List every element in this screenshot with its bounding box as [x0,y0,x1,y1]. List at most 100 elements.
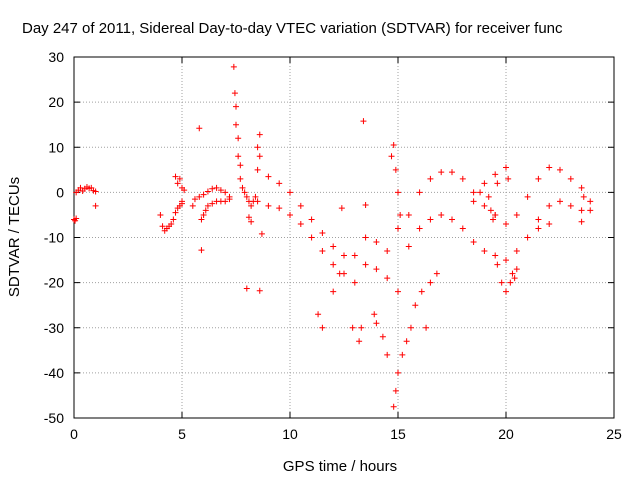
data-point [200,191,207,198]
data-point [485,193,492,200]
data-point [390,141,397,148]
data-point [256,153,263,160]
data-point [233,121,239,128]
data-point [470,239,477,246]
data-point [433,270,440,277]
data-point [384,248,391,255]
data-point [315,311,322,318]
data-point [172,209,179,216]
data-point [237,162,244,169]
data-point [338,205,345,212]
data-point [407,324,414,331]
data-point [513,266,520,273]
data-point [349,324,356,331]
data-point [513,211,520,218]
y-tick-label: -20 [44,275,64,291]
y-tick-label: 10 [48,139,64,155]
series-7 [470,164,587,295]
data-point [580,193,587,200]
data-point [578,207,585,214]
data-point [503,257,509,264]
data-point [200,211,207,218]
data-point [490,216,497,223]
y-tick-label: 20 [48,94,64,110]
data-point [265,202,272,209]
data-point [535,225,542,232]
data-point [492,171,499,178]
data-point [170,216,177,223]
data-point [412,302,419,309]
data-point [481,248,488,255]
data-point [503,288,509,295]
data-point [341,252,347,259]
data-point [191,196,198,203]
data-point [578,218,585,225]
data-point [241,189,248,196]
data-point [416,189,423,196]
y-axis-label: SDTVAR / TECUs [6,177,23,297]
data-point [204,202,211,209]
data-point [373,266,380,273]
data-point [470,198,477,205]
x-tick-label: 25 [606,426,622,442]
data-point [371,311,378,318]
data-point [392,166,399,173]
data-point [362,202,369,209]
data-point [494,261,501,268]
data-point [416,225,423,232]
series-0 [71,183,99,224]
data-point [248,218,255,225]
data-point [243,193,250,200]
data-point [459,225,466,232]
data-point [405,211,412,218]
data-point [252,193,259,200]
data-point [276,205,283,212]
data-point [449,169,455,176]
data-point [546,164,553,171]
data-point [233,103,239,110]
data-point [217,187,224,194]
data-point [196,193,203,200]
data-point [174,180,181,187]
data-point [157,211,164,218]
series-2 [189,125,233,254]
x-tick-label: 10 [282,426,298,442]
data-point [356,338,363,345]
series-6 [315,118,440,410]
data-point [258,230,265,237]
data-point [362,234,369,241]
data-point [222,198,229,205]
data-point [395,225,401,232]
data-point [360,118,367,125]
data-point [245,214,252,221]
data-point [330,288,337,295]
data-point [77,184,84,191]
series-4 [254,164,594,259]
data-point [319,248,326,255]
data-point [395,288,401,295]
data-point [535,175,542,182]
data-point [395,369,401,376]
data-point [481,180,488,187]
y-tick-label: -50 [44,410,64,426]
data-point [179,198,185,205]
data-point [351,252,358,259]
data-point [319,229,326,236]
data-point [373,239,380,246]
data-point [351,279,358,286]
data-point [159,223,166,230]
data-point [587,207,594,214]
data-point [287,189,293,196]
x-axis-label: GPS time / hours [283,458,397,475]
y-tick-label: 0 [56,184,64,200]
data-point [546,220,553,227]
data-point [92,188,99,195]
data-point [198,247,205,254]
data-points [71,63,594,410]
series-3 [230,63,265,294]
data-point [405,243,412,250]
data-point [503,164,509,171]
data-point [498,279,505,286]
data-point [511,275,518,282]
